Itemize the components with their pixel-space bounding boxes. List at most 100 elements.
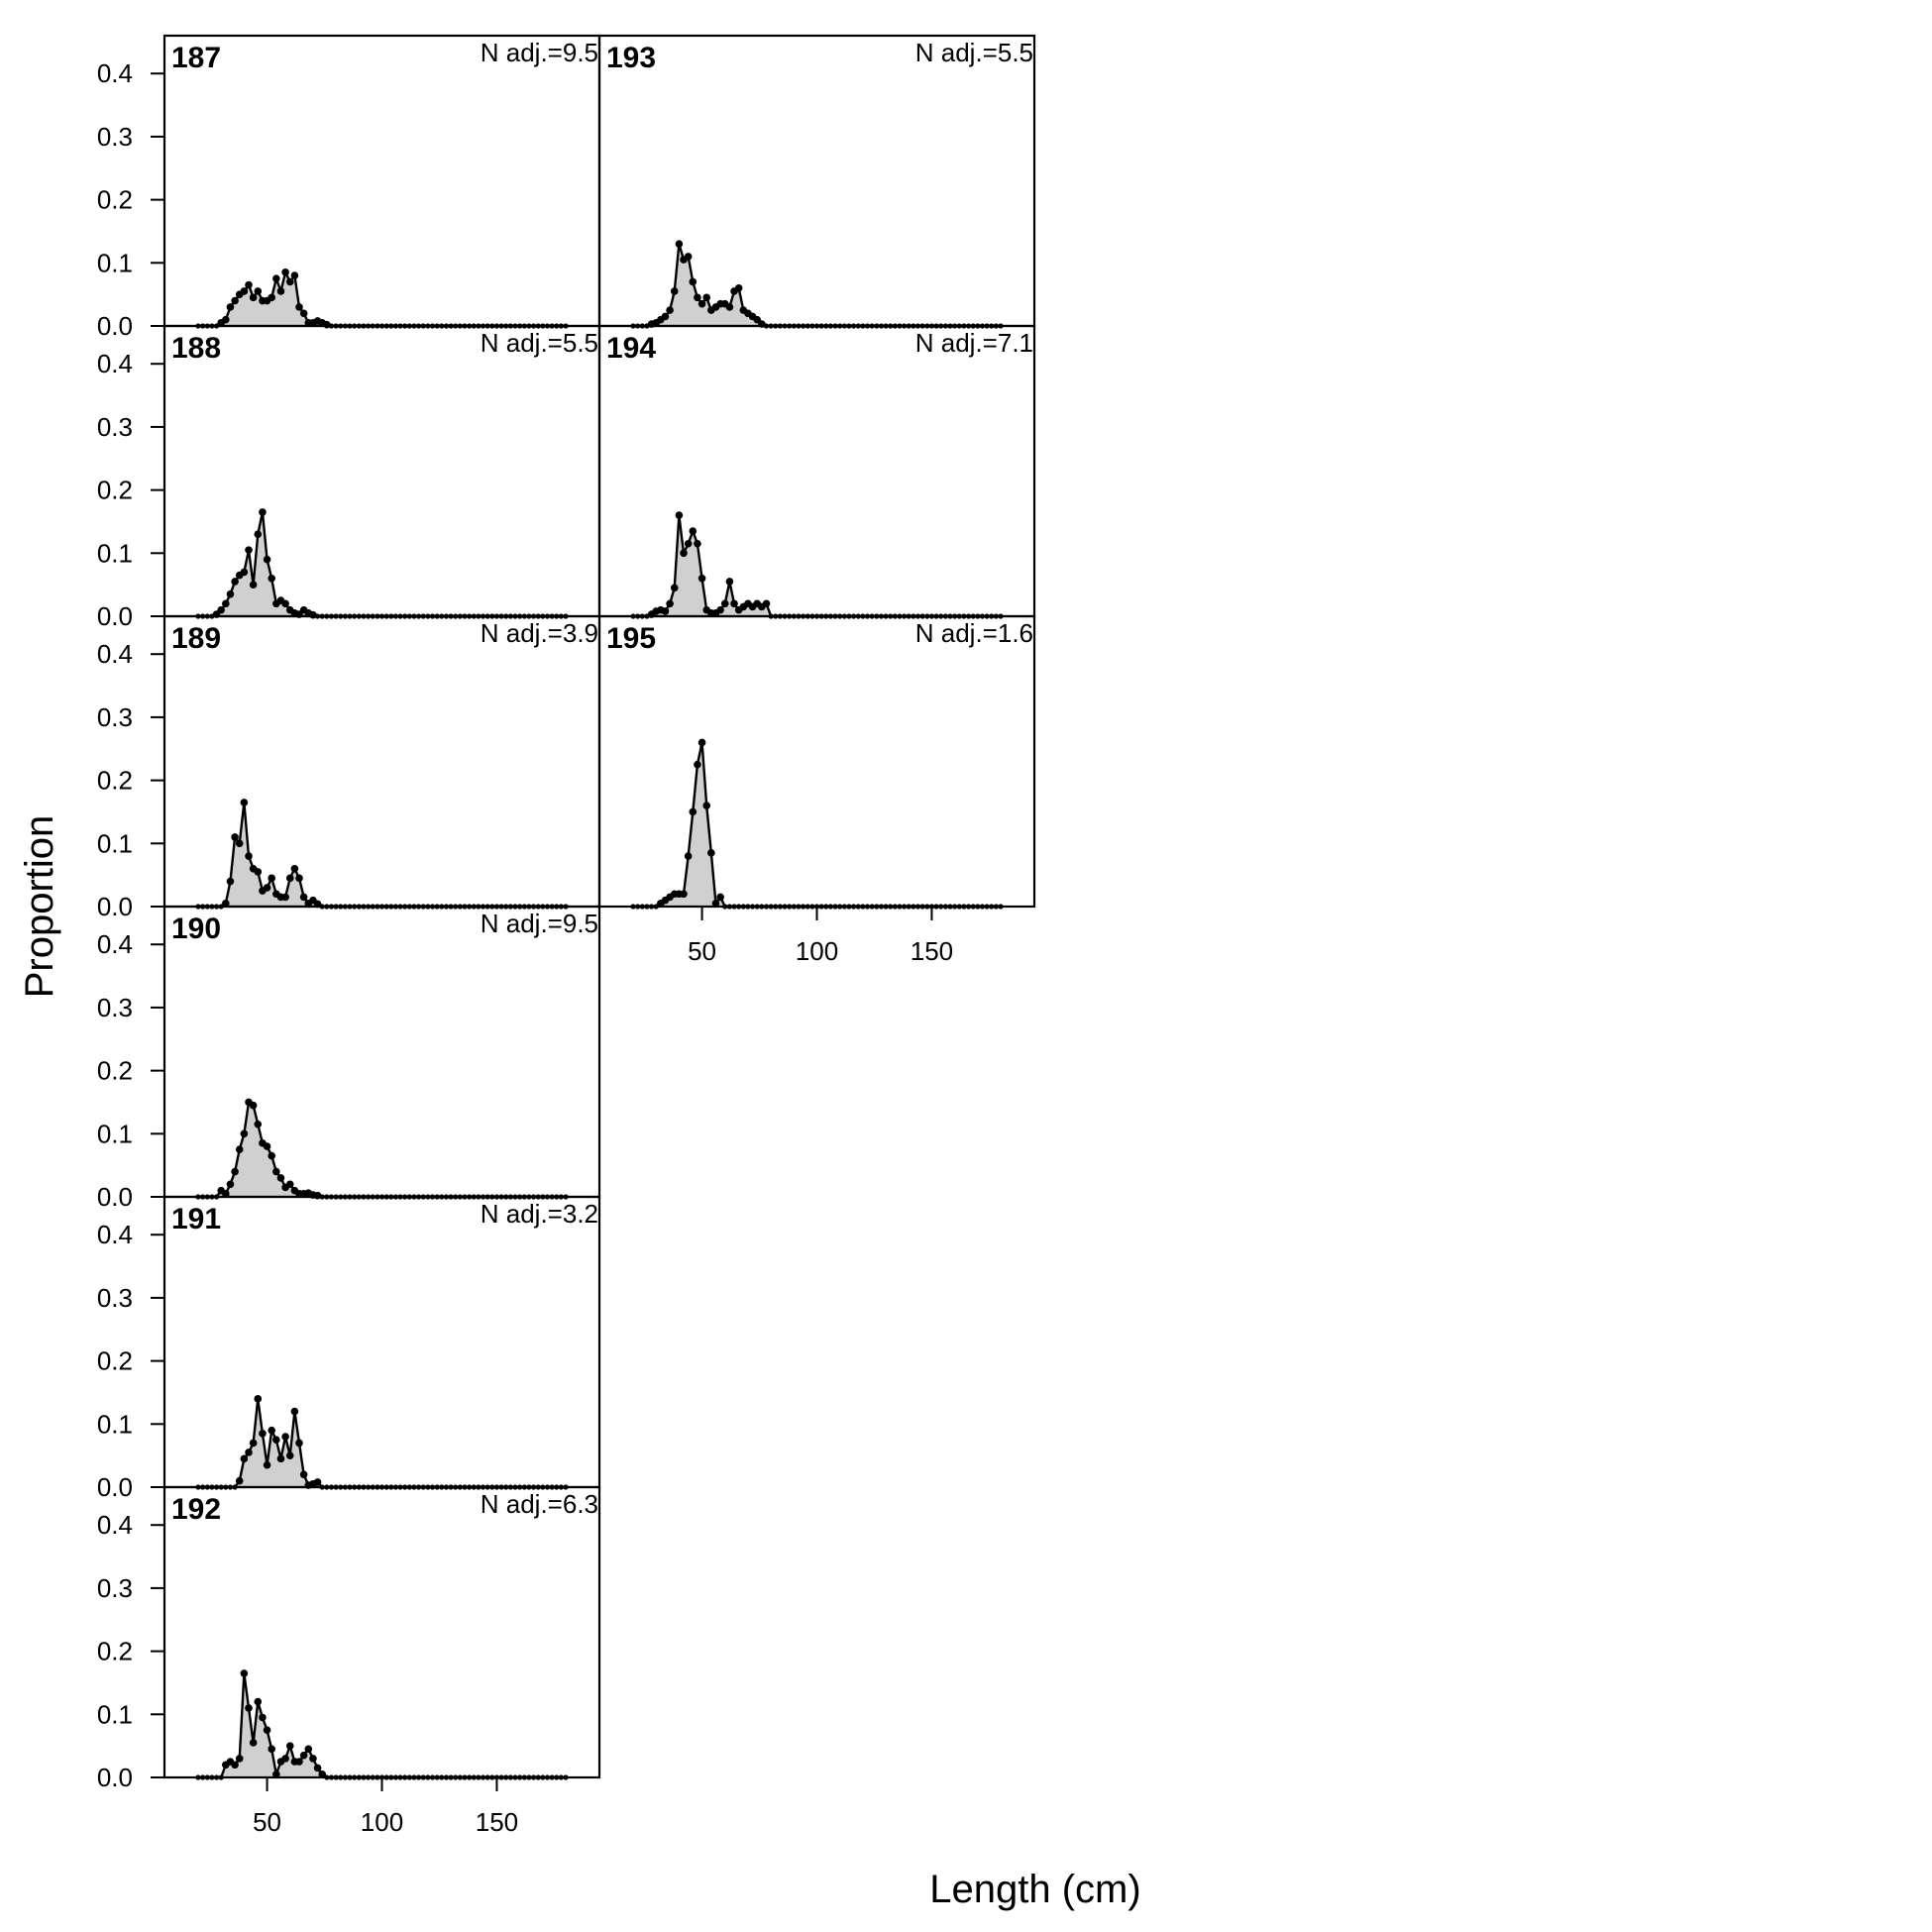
data-point	[680, 549, 688, 558]
n-adj-label: N adj.=3.2	[481, 1199, 598, 1229]
data-point	[254, 1120, 263, 1128]
y-tick-label: 0.0	[97, 311, 133, 341]
data-point	[249, 1739, 258, 1747]
data-point	[263, 555, 271, 564]
y-tick-label: 0.1	[97, 1699, 133, 1729]
data-point	[263, 1460, 271, 1469]
data-point	[281, 1755, 289, 1763]
area-fill-191	[198, 1398, 566, 1487]
x-tick-label: 100	[361, 1807, 403, 1837]
data-point	[299, 309, 308, 318]
data-point	[222, 1190, 230, 1198]
data-point	[313, 1478, 322, 1486]
data-point	[684, 852, 693, 860]
y-tick-label: 0.4	[97, 1510, 133, 1540]
y-tick-label: 0.2	[97, 1056, 133, 1086]
panel-label: 187	[171, 42, 221, 74]
y-tick-label: 0.3	[97, 1573, 133, 1603]
data-point	[684, 253, 693, 261]
data-point	[231, 578, 239, 586]
area-fill-190	[198, 1102, 566, 1197]
data-point	[675, 511, 684, 519]
data-point	[254, 1697, 263, 1706]
data-point	[235, 839, 244, 848]
y-tick-label: 0.3	[97, 702, 133, 732]
panel-192: 192 N adj.=6.3 0.0 0.1 0.2 0.3 0.4 50 100 150	[97, 1485, 601, 1837]
data-point	[689, 277, 698, 286]
data-point	[661, 312, 670, 321]
data-point	[670, 584, 679, 592]
data-point	[240, 287, 249, 295]
y-tick-label: 0.1	[97, 1119, 133, 1148]
data-point	[245, 1704, 253, 1712]
data-point	[285, 1742, 294, 1750]
data-point	[254, 868, 263, 876]
y-tick-label: 0.4	[97, 349, 133, 378]
panel-label: 191	[171, 1203, 221, 1235]
x-tick-label: 100	[796, 936, 838, 966]
data-point	[666, 599, 674, 608]
data-point	[730, 599, 738, 608]
data-point	[249, 581, 258, 589]
x-tick-label: 150	[911, 936, 953, 966]
data-point	[231, 1761, 239, 1770]
data-point	[694, 539, 701, 548]
data-point	[276, 1454, 285, 1463]
data-point	[268, 293, 276, 302]
data-point	[268, 574, 276, 583]
data-point	[680, 890, 688, 899]
y-tick-label: 0.4	[97, 1220, 133, 1249]
n-adj-label: N adj.=6.3	[481, 1489, 598, 1519]
data-point	[263, 1726, 271, 1735]
data-point	[295, 303, 303, 311]
data-point	[235, 1145, 244, 1154]
y-tick-label: 0.3	[97, 1283, 133, 1313]
x-tick-label: 50	[253, 1807, 281, 1837]
y-tick-label: 0.0	[97, 1472, 133, 1502]
data-point	[231, 1167, 239, 1176]
data-point	[254, 1395, 263, 1403]
data-point	[318, 1771, 327, 1778]
data-point	[734, 283, 743, 292]
y-tick-label: 0.1	[97, 248, 133, 277]
data-point	[226, 590, 235, 598]
area-fill-188	[198, 511, 566, 616]
y-tick-label: 0.3	[97, 122, 133, 152]
data-point	[716, 893, 724, 902]
data-point	[222, 315, 230, 324]
data-point	[290, 271, 299, 279]
area-fill-192	[198, 1672, 566, 1777]
data-point	[263, 884, 271, 892]
y-tick-label: 0.2	[97, 185, 133, 215]
data-point	[254, 287, 263, 295]
data-point	[281, 268, 289, 276]
data-point	[272, 1771, 280, 1778]
n-adj-label: N adj.=7.1	[915, 328, 1033, 358]
data-point	[249, 1439, 258, 1448]
data-point	[299, 1751, 308, 1760]
data-point	[222, 599, 230, 608]
data-point	[285, 277, 294, 286]
data-point	[661, 607, 670, 615]
data-point	[231, 833, 239, 841]
y-tick-label: 0.1	[97, 828, 133, 858]
y-tick-label: 0.0	[97, 1763, 133, 1792]
y-tick-label: 0.4	[97, 929, 133, 959]
data-point	[249, 1101, 258, 1110]
data-point	[725, 578, 734, 586]
data-point	[689, 527, 698, 535]
data-point	[235, 1476, 244, 1485]
data-point	[290, 1407, 299, 1416]
y-tick-label: 0.0	[97, 601, 133, 631]
data-point	[259, 508, 267, 516]
data-point	[702, 293, 710, 302]
data-point	[240, 799, 249, 806]
y-tick-label: 0.3	[97, 993, 133, 1022]
data-point	[698, 574, 706, 583]
data-point	[295, 1439, 303, 1448]
data-point	[762, 599, 771, 608]
y-tick-label: 0.2	[97, 766, 133, 796]
data-point	[290, 864, 299, 873]
data-point	[276, 1174, 285, 1182]
data-point	[240, 1129, 249, 1138]
